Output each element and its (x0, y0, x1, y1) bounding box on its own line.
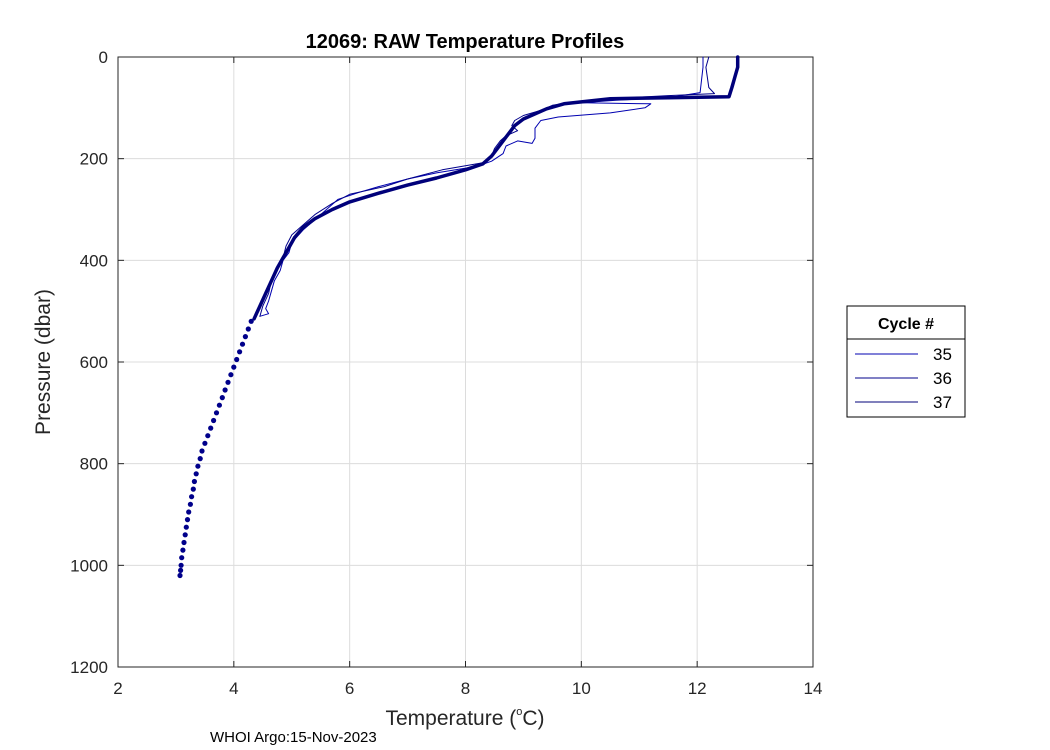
data-point (248, 318, 254, 324)
series-lines (252, 55, 740, 321)
legend-entry-37: 37 (933, 393, 952, 412)
data-point (219, 395, 225, 401)
x-tick-label: 6 (345, 679, 354, 698)
data-point (182, 532, 188, 538)
deep-profile-points (177, 318, 254, 579)
data-point (208, 425, 214, 431)
data-point (222, 387, 228, 393)
y-tick-label: 1000 (70, 556, 108, 575)
data-point (195, 463, 201, 469)
y-tick-label: 0 (99, 48, 108, 67)
data-point (186, 509, 192, 515)
legend-entry-36: 36 (933, 369, 952, 388)
legend-box (846, 305, 966, 418)
data-point (193, 471, 199, 477)
x-tick-label: 4 (229, 679, 238, 698)
data-point (211, 417, 217, 424)
data-point (202, 440, 208, 446)
grid-lines (117, 56, 814, 668)
y-tick-label: 400 (80, 251, 108, 270)
legend-entry-35: 35 (933, 345, 952, 364)
data-point (242, 334, 248, 340)
data-point (205, 433, 211, 439)
series-line-36 (259, 56, 715, 317)
data-point (239, 341, 246, 347)
legend: Cycle # 35 36 37 (846, 305, 966, 418)
data-point (189, 494, 195, 500)
data-point (225, 379, 231, 385)
degree-symbol: o (516, 706, 522, 718)
x-tick-label: 8 (461, 679, 470, 698)
data-point (190, 486, 196, 492)
data-point (245, 326, 251, 332)
data-point (179, 555, 185, 561)
x-tick-label: 2 (113, 679, 122, 698)
x-tick-label: 14 (804, 679, 823, 698)
data-point (228, 372, 234, 378)
axis-ticks: 2 4 6 8 10 12 14 0 200 400 600 800 1000 1200 (70, 48, 822, 698)
data-point (237, 349, 243, 355)
legend-title: Cycle # (878, 316, 934, 333)
data-point (183, 524, 189, 530)
data-point (216, 402, 222, 408)
y-tick-label: 800 (80, 455, 108, 474)
data-point (234, 356, 240, 363)
x-tick-label: 10 (572, 679, 591, 698)
x-tick-label: 12 (688, 679, 707, 698)
data-point (180, 547, 186, 553)
chart-title: 12069: RAW Temperature Profiles (306, 31, 625, 53)
data-point (178, 567, 184, 574)
series-line-35 (259, 56, 704, 317)
x-axis-label: Temperature (oC) (385, 706, 544, 730)
footer-text: WHOI Argo:15-Nov-2023 (210, 729, 377, 746)
data-point (178, 562, 184, 568)
x-axis-label-unit: C) (522, 707, 544, 730)
data-point (197, 456, 203, 462)
data-point (184, 517, 191, 523)
data-point (199, 448, 205, 454)
series-line-37 (252, 55, 740, 321)
data-point (181, 539, 187, 546)
data-point (177, 572, 183, 579)
y-tick-label: 600 (80, 353, 108, 372)
y-axis-label: Pressure (dbar) (32, 289, 55, 435)
data-point (231, 364, 237, 370)
data-point (213, 410, 220, 416)
x-axis-label-text: Temperature ( (385, 707, 516, 730)
y-tick-label: 200 (80, 150, 108, 169)
y-tick-label: 1200 (70, 658, 108, 677)
data-point (187, 501, 193, 507)
data-point (191, 478, 197, 485)
